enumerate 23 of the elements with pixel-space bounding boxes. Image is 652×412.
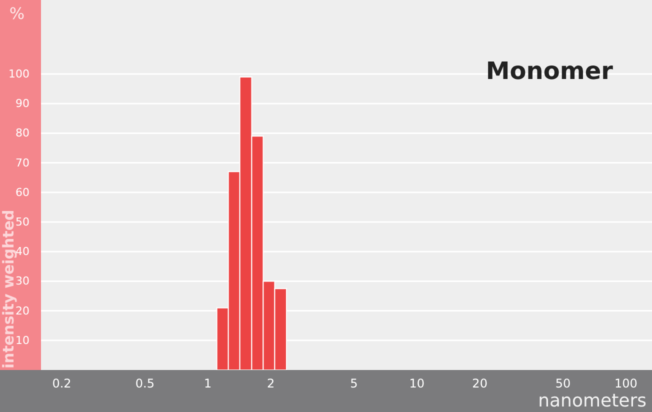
y-axis-title: intensity weighted xyxy=(0,210,18,368)
y-tick-label: 90 xyxy=(16,97,30,110)
y-tick-label: 50 xyxy=(16,216,30,228)
x-tick-label: 0.2 xyxy=(52,376,72,390)
y-tick-label: 40 xyxy=(16,245,30,258)
x-tick-label: 50 xyxy=(555,376,571,390)
text: % xyxy=(9,4,25,23)
y-tick-label: 80 xyxy=(16,126,30,140)
x-tick-label: 0.5 xyxy=(135,376,154,390)
x-axis-title: nanometers xyxy=(538,390,646,412)
x-tick-label: 20 xyxy=(472,376,488,390)
y-tick-label: 70 xyxy=(16,156,30,170)
y-tick-label: 10 xyxy=(16,334,30,347)
y-tick-label: 100 xyxy=(8,68,30,80)
y-tick-label: 30 xyxy=(16,274,30,288)
x-tick-label: 1 xyxy=(204,376,212,390)
x-tick-label: 2 xyxy=(266,376,275,390)
y-tick-label: 20 xyxy=(16,304,30,318)
x-tick-label: 100 xyxy=(614,376,638,390)
y-tick-label: 60 xyxy=(16,186,30,199)
x-tick-label: 5 xyxy=(350,376,358,390)
text: Monomer xyxy=(486,57,614,85)
x-tick-label: 10 xyxy=(409,376,425,390)
